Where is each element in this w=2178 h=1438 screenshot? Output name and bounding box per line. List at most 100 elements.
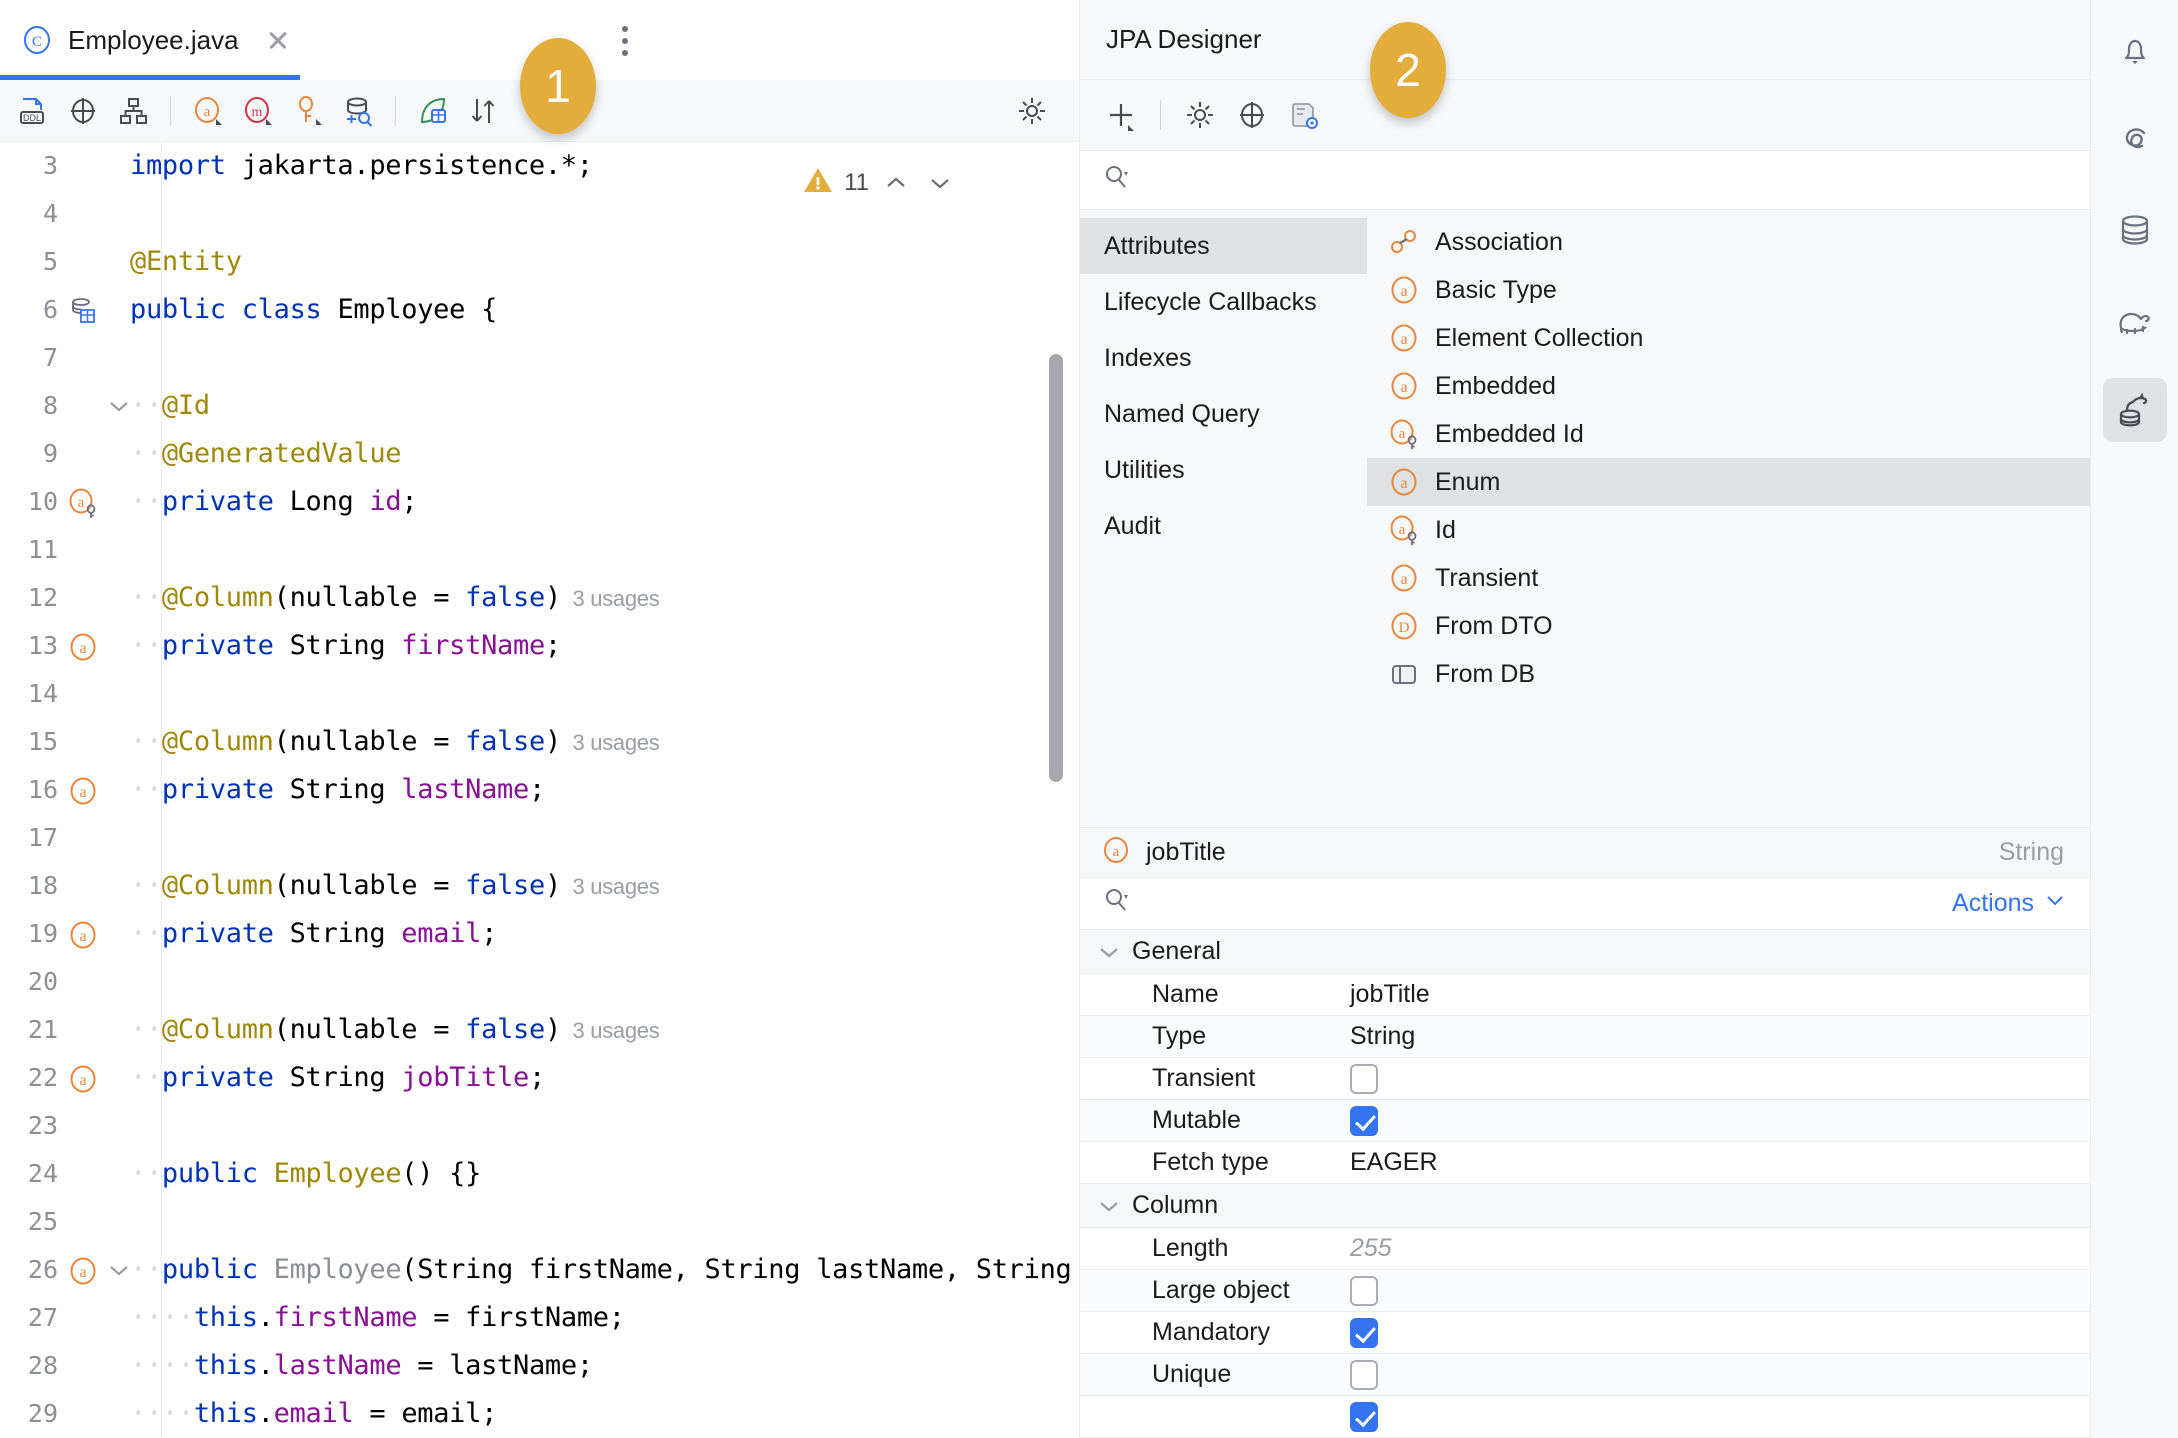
code-editor[interactable]: 3 import jakarta.persistence.*; 4 5 @Entity 6…	[0, 142, 1079, 1438]
jpa-option-transient[interactable]: a Transient	[1367, 554, 2090, 602]
code-line[interactable]: 6 public class Employee {	[0, 286, 1079, 334]
jpa-category-attributes[interactable]: Attributes	[1080, 218, 1367, 275]
property-row[interactable]: Mandatory	[1080, 1312, 2090, 1355]
code-line[interactable]: 25	[0, 1198, 1079, 1246]
property-row[interactable]	[1080, 1396, 2090, 1438]
property-search-bar[interactable]: Actions	[1080, 878, 2090, 931]
attribute-a-icon[interactable]: a	[68, 920, 98, 950]
property-row[interactable]: Type String	[1080, 1016, 2090, 1059]
code-line[interactable]: 23	[0, 1102, 1079, 1150]
jpa-option-basic-type[interactable]: a Basic Type	[1367, 266, 2090, 314]
code-line[interactable]: 19 a ··private String email;	[0, 910, 1079, 958]
editor-tab-employee-java[interactable]: C Employee.java	[0, 0, 313, 80]
property-checkbox[interactable]	[1350, 1317, 1378, 1348]
chevron-down-icon[interactable]	[1098, 937, 1120, 966]
editor-vertical-scrollbar[interactable]	[1049, 354, 1063, 782]
property-checkbox[interactable]	[1350, 1401, 1378, 1432]
ai-assistant-icon[interactable]	[2103, 108, 2167, 172]
jpa-option-enum[interactable]: a Enum	[1367, 458, 2090, 507]
code-line[interactable]: 27 ····this.firstName = firstName;	[0, 1294, 1079, 1342]
code-line[interactable]: 8 ··@Id	[0, 382, 1079, 430]
code-line[interactable]: 12 ··@Column(nullable = false) 3 usages	[0, 574, 1079, 622]
code-line[interactable]: 20	[0, 958, 1079, 1006]
usages-hint[interactable]: 3 usages	[560, 586, 660, 611]
jpa-category-indexes[interactable]: Indexes	[1080, 330, 1367, 386]
property-row[interactable]: Transient	[1080, 1058, 2090, 1101]
close-icon[interactable]	[265, 27, 291, 53]
jpa-designer-icon[interactable]	[2102, 378, 2167, 442]
key-icon[interactable]	[285, 88, 331, 134]
jpa-option-embedded-id[interactable]: a Embedded Id	[1367, 410, 2090, 458]
code-line[interactable]: 13 a ··private String firstName;	[0, 622, 1079, 670]
property-group-general[interactable]: General	[1080, 930, 2090, 975]
property-value[interactable]: jobTitle	[1350, 980, 1430, 1009]
table-db-icon[interactable]	[68, 296, 98, 326]
code-line[interactable]: 16 a ··private String lastName;	[0, 766, 1079, 814]
attribute-a-icon[interactable]: a	[68, 1064, 98, 1094]
property-value[interactable]: String	[1350, 1022, 1416, 1051]
code-line[interactable]: 26 a ··public Employee(String firstName, S…	[0, 1246, 1079, 1294]
code-line[interactable]: 3 import jakarta.persistence.*;	[0, 142, 1079, 190]
property-row[interactable]: Length 255	[1080, 1228, 2090, 1271]
code-line[interactable]: 15 ··@Column(nullable = false) 3 usages	[0, 718, 1079, 766]
code-line[interactable]: 11	[0, 526, 1079, 574]
jpa-search-field[interactable]	[1080, 150, 2090, 211]
attribute-a-icon[interactable]: a	[68, 632, 98, 662]
leaf-db-icon[interactable]	[410, 88, 456, 134]
chevron-down-icon[interactable]	[1098, 1191, 1120, 1220]
property-checkbox[interactable]	[1350, 1275, 1378, 1306]
code-line[interactable]: 17	[0, 814, 1079, 862]
jpa-option-embedded[interactable]: a Embedded	[1367, 362, 2090, 410]
usages-hint[interactable]: 3 usages	[560, 1018, 660, 1043]
elephant-icon[interactable]	[2103, 288, 2167, 352]
usages-hint[interactable]: 3 usages	[560, 730, 660, 755]
code-line[interactable]: 29 ····this.email = email;	[0, 1390, 1079, 1438]
sort-updown-icon[interactable]	[460, 88, 506, 134]
property-checkbox[interactable]	[1350, 1063, 1378, 1094]
target-icon[interactable]	[1229, 92, 1275, 138]
property-value[interactable]: EAGER	[1350, 1148, 1438, 1177]
code-line[interactable]: 5 @Entity	[0, 238, 1079, 286]
gear-icon[interactable]	[1009, 88, 1055, 134]
fold-chevron-down-icon[interactable]	[108, 1263, 130, 1277]
property-checkbox[interactable]	[1350, 1359, 1378, 1390]
attribute-a-icon[interactable]: a	[68, 1256, 98, 1286]
inspection-widget[interactable]: 11	[802, 164, 957, 201]
code-line[interactable]: 4	[0, 190, 1079, 238]
code-line[interactable]: 18 ··@Column(nullable = false) 3 usages	[0, 862, 1079, 910]
usages-hint[interactable]: 3 usages	[560, 874, 660, 899]
jpa-category-utilities[interactable]: Utilities	[1080, 442, 1367, 498]
property-row[interactable]: Mutable	[1080, 1100, 2090, 1143]
property-row[interactable]: Unique	[1080, 1354, 2090, 1397]
jpa-option-element-collection[interactable]: a Element Collection	[1367, 314, 2090, 362]
jpa-category-audit[interactable]: Audit	[1080, 498, 1367, 554]
code-line[interactable]: 21 ··@Column(nullable = false) 3 usages	[0, 1006, 1079, 1054]
attribute-id-icon[interactable]: a	[68, 488, 98, 518]
add-db-search-icon[interactable]	[335, 88, 381, 134]
code-line[interactable]: 10 a ··private Long id;	[0, 478, 1079, 526]
method-m-icon[interactable]: m	[235, 88, 281, 134]
code-line[interactable]: 14	[0, 670, 1079, 718]
chevron-up-icon[interactable]	[879, 166, 913, 200]
code-line[interactable]: 22 a ··private String jobTitle;	[0, 1054, 1079, 1102]
code-line[interactable]: 9 ··@GeneratedValue	[0, 430, 1079, 478]
code-line[interactable]: 28 ····this.lastName = lastName;	[0, 1342, 1079, 1390]
add-icon[interactable]	[1098, 92, 1144, 138]
notifications-icon[interactable]	[2103, 18, 2167, 82]
target-icon[interactable]	[60, 88, 106, 134]
jpa-option-association[interactable]: Association	[1367, 218, 2090, 266]
property-row[interactable]: Name jobTitle	[1080, 974, 2090, 1017]
property-row[interactable]: Large object	[1080, 1270, 2090, 1313]
jpa-option-from-db[interactable]: From DB	[1367, 650, 2090, 698]
chevron-down-icon[interactable]	[923, 166, 957, 200]
jpa-option-id[interactable]: a Id	[1367, 506, 2090, 554]
property-row[interactable]: Fetch type EAGER	[1080, 1142, 2090, 1185]
jpa-option-from-dto[interactable]: D From DTO	[1367, 602, 2090, 650]
jpa-category-lifecycle-callbacks[interactable]: Lifecycle Callbacks	[1080, 274, 1367, 330]
database-icon[interactable]	[2103, 198, 2167, 262]
property-checkbox[interactable]	[1350, 1105, 1378, 1136]
code-line[interactable]: 7	[0, 334, 1079, 382]
generate-ddl-icon[interactable]: DDL	[10, 88, 56, 134]
hierarchy-icon[interactable]	[110, 88, 156, 134]
attribute-a-icon[interactable]: a	[185, 88, 231, 134]
